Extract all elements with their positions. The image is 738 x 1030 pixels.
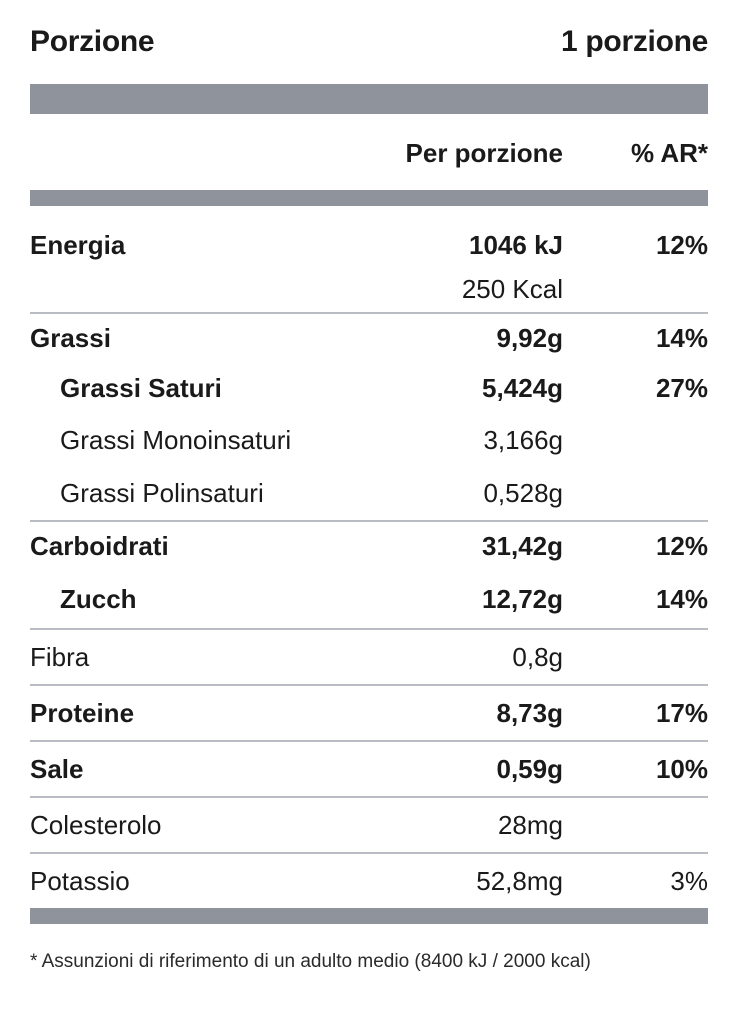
nutrient-name: Carboidrati: [30, 531, 169, 561]
nutrient-amount: 12,72g: [482, 584, 563, 614]
energy-kj: 1046 kJ: [469, 230, 563, 260]
nutrient-amount: 28mg: [497, 810, 563, 840]
serving-header: Porzione 1 porzione: [30, 0, 708, 84]
bottom-divider-bar: [30, 908, 708, 924]
serving-value: 1 porzione: [560, 25, 708, 58]
row-divider: [30, 684, 708, 686]
nutrient-name: Grassi Saturi: [60, 373, 222, 403]
nutrient-name: Proteine: [30, 698, 135, 728]
nutrient-name: Fibra: [30, 642, 90, 672]
nutrient-name: Grassi Monoinsaturi: [60, 425, 292, 455]
nutrient-amount: 0,59g: [496, 754, 564, 784]
nutrient-row-grassi-polinsaturi: Grassi Polinsaturi 0,528g: [30, 466, 708, 520]
column-header-per-serving: Per porzione: [405, 138, 563, 168]
nutrient-amount: 0,8g: [512, 642, 563, 672]
energy-name: Energia: [30, 230, 126, 260]
nutrient-amount: 52,8mg: [476, 866, 563, 896]
row-divider: [30, 740, 708, 742]
nutrient-row-grassi-monoinsaturi: Grassi Monoinsaturi 3,166g: [30, 414, 708, 466]
nutrition-table: Porzione 1 porzione Per porzione % AR* E…: [30, 0, 708, 924]
nutrient-row-carboidrati: Carboidrati 31,42g 12%: [30, 522, 708, 570]
nutrient-row-fibra: Fibra 0,8g: [30, 630, 708, 684]
nutrient-name: Colesterolo: [30, 810, 162, 840]
nutrient-amount: 31,42g: [482, 531, 563, 561]
row-divider: [30, 796, 708, 798]
nutrient-row-proteine: Proteine 8,73g 17%: [30, 686, 708, 740]
nutrient-pct: 14%: [655, 584, 708, 614]
column-header-ar: % AR*: [630, 138, 708, 168]
nutrient-name: Zucch: [60, 584, 137, 614]
nutrient-row-grassi: Grassi 9,92g 14%: [30, 314, 708, 362]
nutrient-amount: 0,528g: [483, 478, 563, 508]
nutrient-amount: 5,424g: [482, 373, 563, 403]
nutrient-row-grassi-saturi: Grassi Saturi 5,424g 27%: [30, 362, 708, 414]
row-divider: [30, 628, 708, 630]
nutrient-name: Potassio: [30, 866, 130, 896]
energy-row: Energia 1046 kJ 250 Kcal 12%: [30, 206, 708, 312]
energy-kcal: 250 Kcal: [461, 274, 563, 304]
nutrient-amount: 9,92g: [496, 323, 564, 353]
nutrient-pct: 17%: [655, 698, 708, 728]
nutrient-pct: 14%: [655, 323, 708, 353]
nutrient-row-potassio: Potassio 52,8mg 3%: [30, 854, 708, 908]
nutrient-row-sale: Sale 0,59g 10%: [30, 742, 708, 796]
top-divider-bar: [30, 84, 708, 114]
column-headers: Per porzione % AR*: [30, 114, 708, 190]
nutrient-row-zucch: Zucch 12,72g 14%: [30, 570, 708, 628]
header-divider-bar: [30, 190, 708, 206]
row-divider: [30, 312, 708, 314]
row-divider: [30, 852, 708, 854]
nutrient-name: Grassi: [30, 323, 111, 353]
reference-intake-footnote: * Assunzioni di riferimento di un adulto…: [30, 951, 591, 972]
nutrient-pct: 10%: [655, 754, 708, 784]
nutrient-name: Sale: [30, 754, 84, 784]
nutrient-pct: 27%: [655, 373, 708, 403]
nutrient-name: Grassi Polinsaturi: [60, 478, 264, 508]
energy-pct: 12%: [655, 230, 708, 260]
nutrient-pct: 3%: [670, 866, 708, 896]
row-divider: [30, 520, 708, 522]
nutrient-row-colesterolo: Colesterolo 28mg: [30, 798, 708, 852]
nutrient-pct: 12%: [655, 531, 708, 561]
serving-label: Porzione: [30, 25, 155, 58]
nutrient-amount: 8,73g: [496, 698, 564, 728]
nutrient-amount: 3,166g: [483, 425, 563, 455]
